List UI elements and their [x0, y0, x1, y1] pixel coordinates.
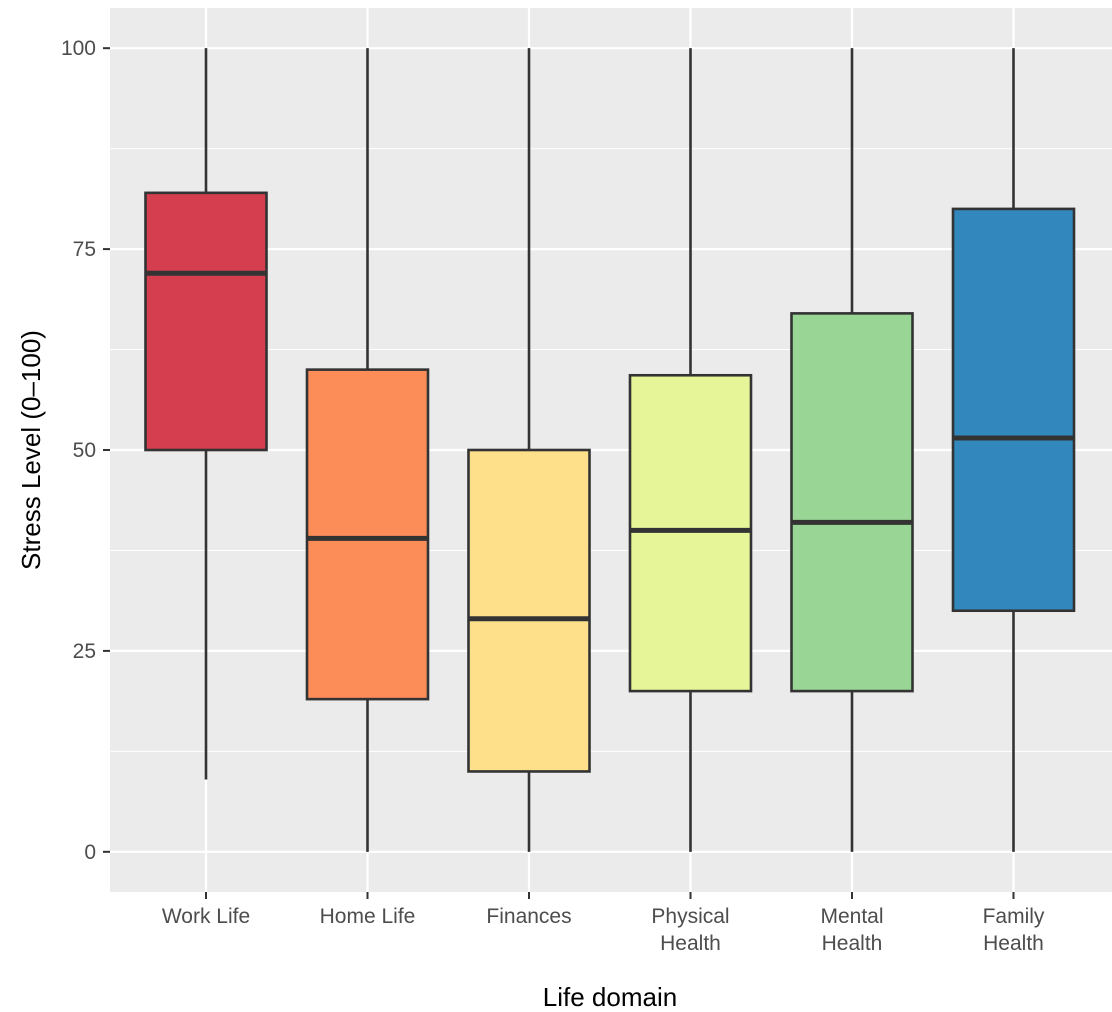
box-family-health: [951, 48, 1076, 852]
x-tick-label: Finances: [486, 905, 571, 928]
iqr-box: [951, 207, 1076, 613]
x-tick-label: Family Health: [983, 905, 1045, 955]
y-tick-label: 0: [84, 841, 96, 864]
y-tick-label: 100: [61, 37, 96, 60]
iqr-box: [305, 368, 430, 701]
y-tick-label: 75: [73, 238, 96, 261]
iqr-box: [628, 373, 753, 693]
y-tick-label: 50: [73, 439, 96, 462]
iqr-box: [144, 191, 268, 452]
x-tick-label: Mental Health: [820, 905, 883, 955]
box-physical-health: [628, 48, 753, 852]
box-finances: [467, 48, 591, 852]
iqr-box: [467, 448, 591, 773]
y-axis: 0 25 50 75 100: [61, 37, 110, 864]
box-mental-health: [790, 48, 914, 852]
y-axis-title: Stress Level (0–100): [16, 330, 46, 570]
iqr-box: [790, 312, 914, 693]
x-tick-label: Home Life: [320, 905, 416, 928]
box-home-life: [305, 48, 430, 852]
x-axis-title: Life domain: [543, 982, 677, 1012]
x-axis: Work Life Home Life Finances Physical Health…: [162, 892, 1045, 955]
y-tick-label: 25: [73, 640, 96, 663]
box-series: [144, 48, 1076, 852]
box-work-life: [144, 48, 268, 780]
x-tick-label: Work Life: [162, 905, 250, 928]
x-tick-label: Physical Health: [651, 905, 729, 955]
